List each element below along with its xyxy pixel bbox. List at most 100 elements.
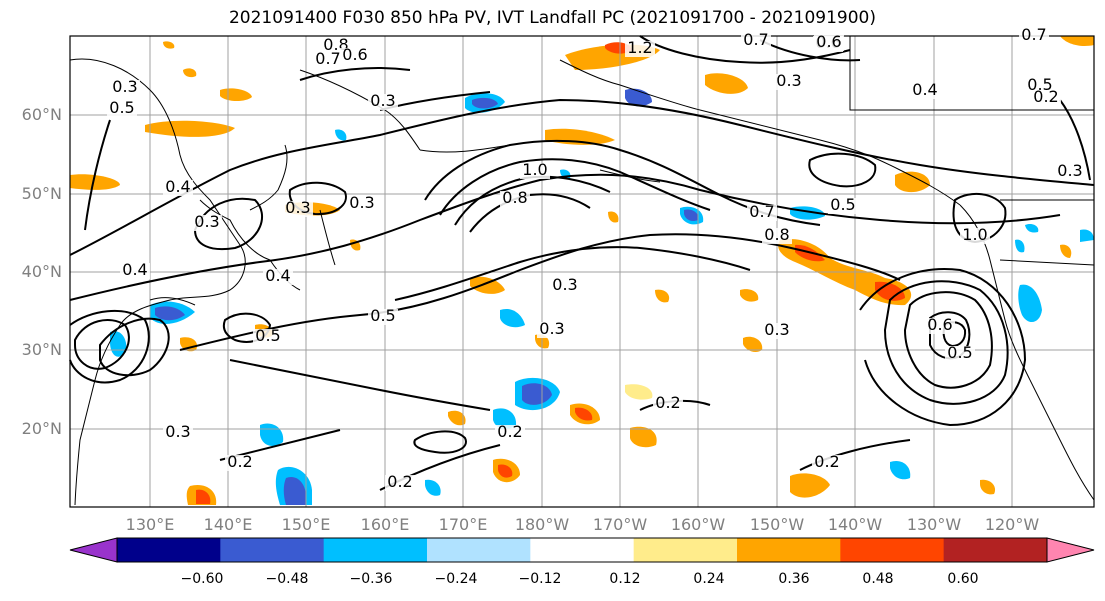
contour-label: 1.2 <box>627 38 652 57</box>
contour-label: 0.3 <box>764 320 789 339</box>
contour-label-bg <box>653 396 683 412</box>
graticule <box>70 36 1094 507</box>
colorbar-segment <box>633 538 738 562</box>
lon-label-170E: 170°E <box>438 515 488 534</box>
contour-label-bg <box>550 278 580 294</box>
contour-label-bg <box>253 329 283 345</box>
colorbar-segment <box>840 538 945 562</box>
contour-label: 0.7 <box>743 30 768 49</box>
contour-label-bg <box>960 228 990 244</box>
contour-label: 0.5 <box>1027 75 1052 94</box>
contour-label-bg <box>537 322 567 338</box>
contour-label-bg <box>368 94 398 110</box>
contour-label-bg <box>313 52 343 68</box>
lon-label-160E: 160°E <box>360 515 410 534</box>
contour-label-bg <box>814 35 844 51</box>
contour-label-bg <box>762 228 792 244</box>
contour-label: 0.2 <box>1033 87 1058 106</box>
contour-label: 0.5 <box>370 306 395 325</box>
contour-label-bg <box>762 323 792 339</box>
contour-label: 0.3 <box>539 319 564 338</box>
contour-label-bg <box>110 80 140 96</box>
contour-label-bg <box>347 196 377 212</box>
lat-label-40N: 40°N <box>21 262 62 281</box>
contour-label-bg <box>163 425 193 441</box>
contour-label-bg <box>1019 28 1049 44</box>
colorbar-segment <box>737 538 841 562</box>
contour-label: 0.3 <box>776 71 801 90</box>
colorbar-tick: 0.60 <box>947 571 979 587</box>
contour-label: 0.5 <box>947 343 972 362</box>
contour-label-bg <box>263 269 293 285</box>
contour-label: 0.3 <box>112 77 137 96</box>
contour-label: 0.3 <box>349 193 374 212</box>
lat-label-60N: 60°N <box>21 105 62 124</box>
contour-label-bg <box>385 475 415 491</box>
contour-label: 0.6 <box>816 32 841 51</box>
contour-label-bg <box>625 41 655 57</box>
colorbar-tick: −0.24 <box>434 571 478 587</box>
contour-label: 0.2 <box>655 393 680 412</box>
contour-label: 0.5 <box>109 98 134 117</box>
coastlines <box>69 36 1095 506</box>
contour-label: 0.3 <box>552 275 577 294</box>
contour-label: 0.8 <box>502 188 527 207</box>
colorbar-tick: 0.36 <box>778 571 810 587</box>
contour-label-bg <box>812 455 842 471</box>
contour-label: 0.3 <box>370 91 395 110</box>
contour-label-bg <box>500 191 530 207</box>
lon-label-150E: 150°E <box>281 515 331 534</box>
lon-label-160W: 160°W <box>670 515 726 534</box>
colorbar-tick: −0.36 <box>349 571 393 587</box>
contour-label: 0.4 <box>265 266 290 285</box>
contour-label-bg <box>340 48 370 64</box>
lat-label-50N: 50°N <box>21 184 62 203</box>
contour-label: 0.7 <box>315 49 340 68</box>
colorbar-segment <box>943 538 1048 562</box>
contour-label-bg <box>283 201 313 217</box>
contour-label: 0.8 <box>764 225 789 244</box>
contour-label: 0.2 <box>497 422 522 441</box>
colorbar-tick: 0.24 <box>693 571 725 587</box>
contour-label-bg <box>747 205 777 221</box>
colorbar-segment <box>117 538 221 562</box>
contour-label: 0.5 <box>830 195 855 214</box>
lat-label-30N: 30°N <box>21 340 62 359</box>
contour-label: 0.4 <box>165 177 190 196</box>
contour-label: 1.0 <box>962 225 987 244</box>
lon-label-170W: 170°W <box>592 515 648 534</box>
contour-label: 0.3 <box>194 212 219 231</box>
contour-label-bg <box>828 198 858 214</box>
contour-label: 1.0 <box>522 160 547 179</box>
colorbar-tick: 0.48 <box>862 571 894 587</box>
contour-label: 0.5 <box>255 326 280 345</box>
contour-label: 0.2 <box>814 452 839 471</box>
contour-label: 0.4 <box>912 80 937 99</box>
contour-label-bg <box>192 215 222 231</box>
contour-label-bg <box>163 180 193 196</box>
lon-label-140E: 140°E <box>203 515 253 534</box>
colorbar-tick: −0.60 <box>180 571 224 587</box>
lon-label-180W: 180°W <box>514 515 570 534</box>
contour-label-bg <box>910 83 940 99</box>
contour-label: 0.3 <box>165 422 190 441</box>
colorbar-segment <box>427 538 531 562</box>
colorbar-segment <box>323 538 428 562</box>
contour-label-bg <box>107 101 137 117</box>
contour-label: 0.3 <box>1057 161 1082 180</box>
contour-label: 0.7 <box>1021 25 1046 44</box>
colorbar-tick: −0.48 <box>265 571 309 587</box>
contour-labels: 0.80.70.60.30.50.30.40.31.20.70.60.30.40… <box>107 25 1085 491</box>
lon-label-150W: 150°W <box>749 515 805 534</box>
contour-label: 0.3 <box>285 198 310 217</box>
colorbar-tick: −0.12 <box>518 571 562 587</box>
contour-label: 0.6 <box>342 45 367 64</box>
lat-label-20N: 20°N <box>21 419 62 438</box>
contour-label-bg <box>120 263 150 279</box>
colorbar <box>69 537 1095 563</box>
lon-label-140W: 140°W <box>827 515 883 534</box>
contour-label: 0.2 <box>387 472 412 491</box>
colorbar-tick: 0.12 <box>609 571 641 587</box>
contour-label-bg <box>368 309 398 325</box>
